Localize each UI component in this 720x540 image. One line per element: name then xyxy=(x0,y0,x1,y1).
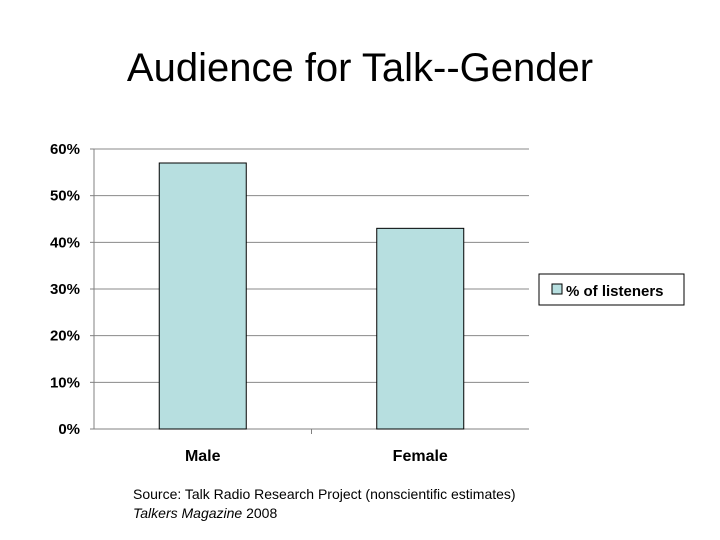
y-tick-label: 10% xyxy=(50,374,80,391)
legend-box xyxy=(538,273,685,306)
source-line: Source: Talk Radio Research Project (non… xyxy=(133,486,516,502)
bar-female xyxy=(376,227,465,430)
source-publication: Talkers Magazine xyxy=(133,505,243,521)
source-year: 2008 xyxy=(242,505,278,521)
bar-male xyxy=(158,162,247,430)
bars xyxy=(158,162,465,430)
y-tick-label: 50% xyxy=(50,188,80,205)
source-note: Source: Talk Radio Research Project (non… xyxy=(133,485,516,523)
x-category-labels: Male Female xyxy=(185,448,448,465)
y-tick-label: 0% xyxy=(58,421,80,438)
y-tick-labels: 0% 10% 20% 30% 40% 50% 60% xyxy=(50,141,80,438)
x-category-label: Male xyxy=(185,448,221,465)
source-publication-line: Talkers Magazine 2008 xyxy=(133,504,516,523)
y-tick-label: 40% xyxy=(50,234,80,251)
y-tick-label: 30% xyxy=(50,281,80,298)
legend-swatch xyxy=(551,283,563,295)
legend-label: % of listeners xyxy=(566,283,664,300)
y-tick-label: 60% xyxy=(50,141,80,158)
y-tick-label: 20% xyxy=(50,328,80,345)
slide-title: Audience for Talk--Gender xyxy=(126,46,594,90)
x-category-label: Female xyxy=(393,448,448,465)
legend: % of listeners xyxy=(538,273,685,306)
